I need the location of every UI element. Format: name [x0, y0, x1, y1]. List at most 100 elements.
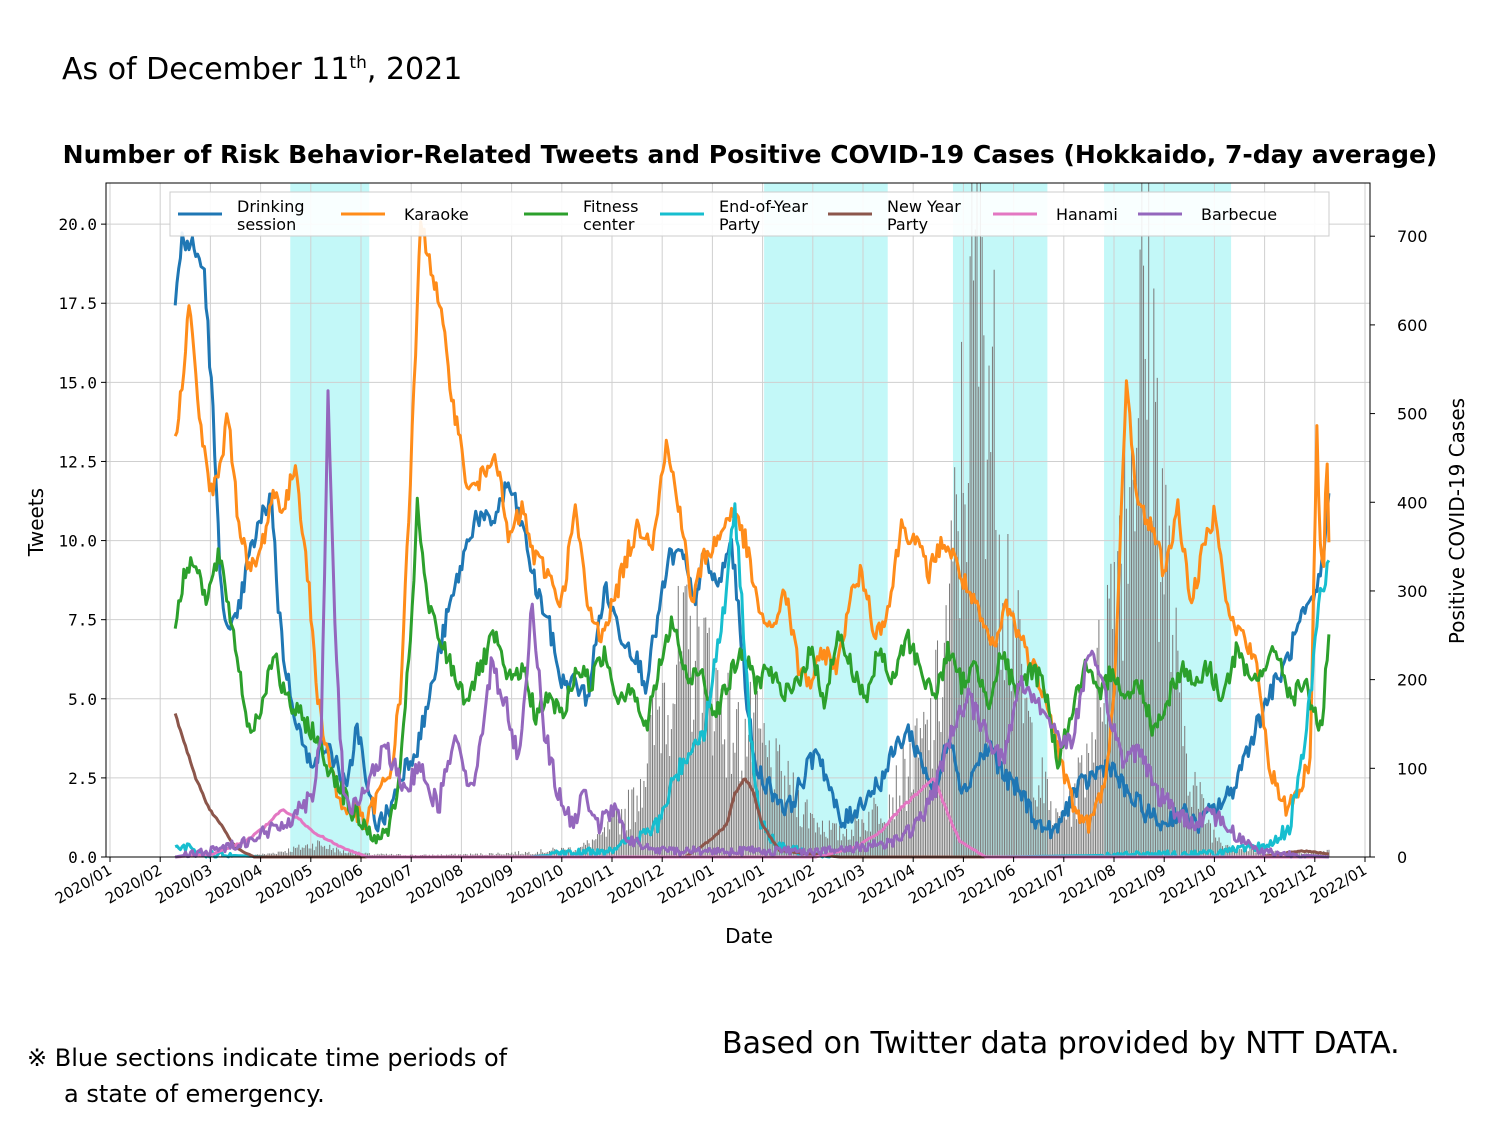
cases-bar: [645, 787, 647, 857]
cases-bar: [1086, 743, 1088, 857]
cases-bar: [317, 840, 319, 857]
cases-bar: [1251, 847, 1253, 857]
cases-bar: [761, 742, 763, 857]
cases-bar: [1064, 817, 1066, 857]
cases-bar: [1161, 468, 1163, 857]
cases-bar: [334, 852, 336, 857]
cases-bar: [985, 559, 987, 857]
cases-bar: [1261, 851, 1263, 857]
cases-bar: [1024, 698, 1026, 857]
cases-bar: [799, 826, 801, 857]
cases-bar: [718, 708, 720, 857]
cases-bar: [858, 819, 860, 857]
cases-bar: [926, 719, 928, 857]
cases-bar: [658, 706, 660, 857]
x-tick-label: 2022/01: [1307, 861, 1370, 908]
cases-bar: [945, 605, 947, 857]
cases-bar: [464, 853, 466, 857]
cases-bar: [749, 681, 751, 857]
cases-bar: [878, 823, 880, 857]
cases-bar: [300, 849, 302, 857]
cases-bar: [277, 851, 279, 857]
cases-bar: [1076, 819, 1078, 857]
cases-bar: [1021, 663, 1023, 857]
cases-bar: [986, 459, 988, 857]
legend-label: Drinking: [237, 197, 305, 216]
y-tick-label: 7.5: [68, 611, 97, 630]
cases-bar: [1211, 842, 1213, 857]
cases-bar: [1129, 487, 1131, 857]
cases-bar: [282, 852, 284, 857]
cases-bar: [198, 855, 200, 857]
cases-bar: [475, 853, 477, 857]
cases-bar: [1062, 813, 1064, 857]
cases-bar: [598, 829, 600, 857]
cases-bar: [267, 853, 269, 857]
cases-bar: [947, 655, 949, 857]
cases-bar: [221, 854, 223, 857]
cases-bar: [591, 839, 593, 857]
cases-bar: [758, 728, 760, 857]
cases-bar: [470, 853, 472, 857]
cases-bar: [660, 753, 662, 857]
cases-bar: [296, 847, 298, 857]
cases-bar: [923, 711, 925, 857]
cases-bar: [648, 723, 650, 857]
cases-bar: [907, 776, 909, 857]
cases-bar: [646, 763, 648, 857]
cases-bar: [597, 834, 599, 857]
x-tick-label: 2021/12: [1257, 861, 1320, 908]
cases-bar: [609, 829, 611, 857]
cases-bar: [767, 757, 769, 857]
cases-bar: [1216, 841, 1218, 857]
cases-bar: [959, 618, 961, 857]
cases-bar: [724, 739, 726, 857]
x-tick-label: 2021/11: [1207, 861, 1270, 908]
cases-bar: [1077, 757, 1079, 857]
cases-bar: [621, 809, 623, 857]
cases-bar: [990, 452, 992, 857]
cases-bar: [921, 738, 923, 857]
cases-bar: [344, 852, 346, 857]
cases-bar: [451, 853, 453, 857]
cases-bar: [348, 852, 350, 857]
x-tick-label: 2020/01: [52, 861, 115, 908]
cases-bar: [1031, 722, 1033, 857]
cases-bar: [1084, 797, 1086, 857]
cases-bar: [1136, 447, 1138, 857]
cases-bar: [382, 853, 384, 857]
cases-bar: [833, 823, 836, 857]
cases-bar: [603, 827, 605, 857]
cases-bar: [981, 237, 983, 857]
cases-bar: [1058, 815, 1060, 857]
x-tick-label: 2020/05: [253, 861, 316, 908]
cases-bar: [301, 847, 303, 857]
cases-bar: [1105, 724, 1107, 857]
cases-bar: [950, 520, 952, 857]
cases-bar: [791, 811, 793, 857]
cases-bar: [1172, 634, 1174, 857]
cases-bar: [480, 853, 482, 857]
cases-bar: [476, 853, 478, 857]
cases-bar: [1237, 849, 1239, 857]
footnote: ※ Blue sections indicate time periods of…: [27, 1040, 507, 1112]
y2-tick-label: 200: [1397, 671, 1428, 690]
cases-bar: [667, 715, 669, 857]
cases-bar: [1127, 583, 1129, 857]
cases-bar: [736, 709, 738, 857]
cases-bar: [1081, 755, 1083, 857]
cases-bar: [495, 853, 497, 857]
cases-bar: [694, 660, 696, 857]
cases-bar: [1112, 628, 1114, 857]
series-line-karaoke: [173, 220, 1331, 834]
cases-bar: [318, 841, 320, 857]
cases-bar: [710, 694, 712, 857]
cases-bar: [636, 795, 638, 857]
cases-bar: [1156, 377, 1158, 857]
cases-bar: [871, 809, 873, 857]
y2-tick-label: 700: [1397, 227, 1428, 246]
cases-bar: [918, 757, 920, 857]
cases-bar: [684, 586, 686, 857]
cases-bar: [219, 855, 221, 857]
cases-bar: [1139, 249, 1141, 857]
